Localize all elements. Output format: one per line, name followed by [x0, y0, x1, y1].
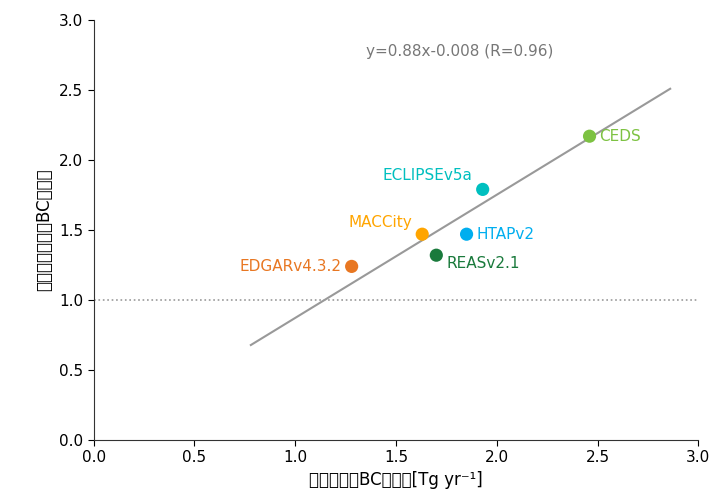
Point	[461, 230, 472, 238]
Point	[346, 262, 357, 270]
Text: EDGARv4.3.2: EDGARv4.3.2	[240, 259, 341, 274]
Text: HTAPv2: HTAPv2	[477, 226, 535, 242]
Text: MACCity: MACCity	[348, 216, 412, 230]
Point	[431, 251, 442, 259]
Point	[416, 230, 428, 238]
X-axis label: 中国からのBC排出量[Tg yr⁻¹]: 中国からのBC排出量[Tg yr⁻¹]	[309, 471, 483, 489]
Point	[477, 186, 488, 194]
Y-axis label: モデルと観測のBC濃度比: モデルと観測のBC濃度比	[35, 168, 53, 292]
Text: y=0.88x-0.008 (R=0.96): y=0.88x-0.008 (R=0.96)	[366, 44, 553, 59]
Point	[584, 132, 595, 140]
Text: ECLIPSEv5a: ECLIPSEv5a	[383, 168, 472, 183]
Text: REASv2.1: REASv2.1	[446, 256, 520, 271]
Text: CEDS: CEDS	[600, 128, 642, 144]
